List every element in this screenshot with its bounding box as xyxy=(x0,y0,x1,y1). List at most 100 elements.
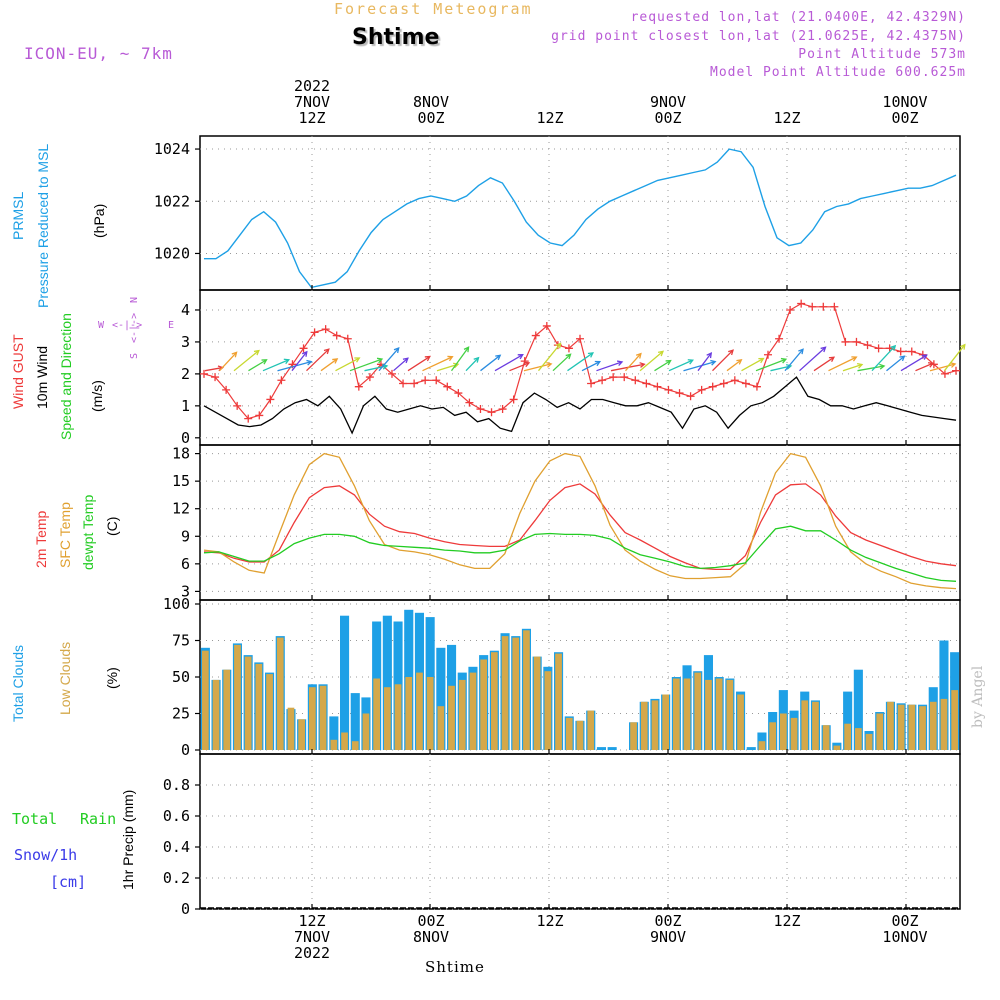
wind-direction-arrow xyxy=(857,365,885,372)
wind-gust-marker xyxy=(487,408,496,417)
wind-direction-arrow xyxy=(654,360,671,372)
wind-direction-arrowhead xyxy=(851,356,858,362)
wind-direction-arrowhead xyxy=(453,362,460,369)
low-cloud-bar xyxy=(287,707,295,750)
wind-gust-marker xyxy=(388,369,396,378)
low-cloud-bar xyxy=(458,679,466,750)
wind-direction-arrowhead xyxy=(517,354,524,360)
wind-direction-arrow xyxy=(537,343,562,372)
wind-gust-marker xyxy=(775,334,784,343)
bottom-axis-date: 9NOV xyxy=(649,928,687,946)
top-axis-label-8nov-00z: 8NOV 00Z xyxy=(391,94,471,126)
bottom-axis-date: 7NOV xyxy=(293,928,331,946)
low-cloud-bar xyxy=(822,725,830,750)
low-cloud-bar xyxy=(501,636,509,750)
low-cloud-bar xyxy=(533,656,541,750)
wind-gust-marker xyxy=(343,334,352,343)
wind-direction-arrow xyxy=(407,355,431,372)
low-cloud-bar xyxy=(491,652,498,750)
chart-title: Forecast Meteogram xyxy=(334,0,533,18)
wind-direction-arrow xyxy=(552,353,571,372)
wind-direction-arrowhead xyxy=(323,348,330,355)
wind-direction-arrow xyxy=(349,358,383,372)
wind-gust-marker xyxy=(620,373,629,382)
wind-gust-marker xyxy=(211,373,220,382)
wind-gust-marker xyxy=(498,405,507,414)
wind-direction-arrowhead xyxy=(565,353,572,360)
clouds-ytick-label: 100 xyxy=(163,595,190,613)
clouds-ytick-label: 50 xyxy=(172,668,190,686)
wind-direction-arrowhead xyxy=(332,358,339,364)
bottom-axis-date: 8NOV xyxy=(412,928,450,946)
wind-gust-marker xyxy=(730,376,739,385)
wind-direction-arrowhead xyxy=(736,359,743,365)
wind-gust-marker xyxy=(952,366,960,375)
wind-gust-marker xyxy=(321,325,330,334)
wind-gust-marker xyxy=(244,414,253,423)
top-axis-date: 10NOV xyxy=(882,93,928,111)
temperature-ytick-label: 18 xyxy=(172,445,190,463)
total-cloud-bar xyxy=(607,747,617,750)
bottom-axis-hour: 00Z xyxy=(891,912,919,930)
wind-direction-arrow xyxy=(784,348,804,372)
top-axis-date: 8NOV xyxy=(412,93,450,111)
wind-gust-marker xyxy=(598,376,607,385)
low-cloud-bar xyxy=(319,685,327,750)
wind-direction-arrow xyxy=(291,351,308,372)
precip-ytick-label: 0 xyxy=(181,900,190,918)
label-snow: Snow/1h xyxy=(14,846,78,864)
total-cloud-bar xyxy=(853,669,863,750)
wind-gust-marker xyxy=(576,334,584,343)
model-name: ICON-EU, ~ 7km xyxy=(24,44,173,63)
wind-gust-marker xyxy=(786,305,795,314)
bottom-axis-hour: 00Z xyxy=(417,912,445,930)
wind-direction-arrow xyxy=(697,352,712,372)
bottom-axis-date: 10NOV xyxy=(882,928,928,946)
wind-direction-arrowhead xyxy=(594,360,602,367)
top-axis-label-10nov-00z: 10NOV 00Z xyxy=(865,94,945,126)
pressure-ytick-label: 1022 xyxy=(154,192,190,210)
wind-direction-arrowhead xyxy=(635,352,642,359)
wind-direction-arrowhead xyxy=(921,354,928,360)
low-cloud-bar xyxy=(694,672,702,750)
place-name: Shtime xyxy=(352,25,440,50)
wind-direction-arrow xyxy=(277,361,312,372)
total-cloud-bar xyxy=(329,716,339,750)
low-cloud-bar xyxy=(523,630,530,750)
low-cloud-bar xyxy=(812,701,819,750)
low-cloud-bar xyxy=(758,741,766,750)
top-axis-label-8nov-12z: 12Z xyxy=(510,110,590,126)
precip-ytick-label: 0.4 xyxy=(163,838,190,856)
wind-direction-arrow xyxy=(915,362,934,372)
low-cloud-bar xyxy=(405,677,413,750)
wind-gust-marker xyxy=(797,299,806,308)
low-cloud-bar xyxy=(940,698,948,750)
low-cloud-bar xyxy=(544,671,552,750)
low-cloud-bar xyxy=(876,713,884,750)
bottom-axis-label-10nov-00z: 00Z 10NOV xyxy=(865,913,945,945)
wind-direction-arrowhead xyxy=(424,355,431,362)
wind-direction-arrow xyxy=(494,354,524,372)
low-cloud-bar xyxy=(887,701,894,750)
top-axis-hour: 00Z xyxy=(417,109,445,127)
wind-direction-arrowhead xyxy=(890,344,897,351)
wind-speed-line xyxy=(203,376,957,435)
wind-direction-arrow xyxy=(828,356,857,372)
wind-gust-marker xyxy=(874,344,883,353)
low-cloud-bar xyxy=(790,717,798,750)
wind-direction-arrow xyxy=(262,359,290,372)
low-cloud-bar xyxy=(384,687,391,750)
wind-direction-arrowhead xyxy=(301,350,308,357)
temperature-ytick-label: 6 xyxy=(181,555,190,573)
wind-direction-arrowhead xyxy=(495,354,502,361)
wind-direction-arrow xyxy=(929,363,956,372)
wind-direction-arrow xyxy=(219,351,238,372)
wind-direction-arrow xyxy=(755,358,787,372)
top-axis-hour: 00Z xyxy=(654,109,682,127)
low-cloud-bar xyxy=(426,677,434,750)
low-cloud-bar xyxy=(298,719,305,750)
model-point-altitude: Model Point Altitude 600.625m xyxy=(710,65,966,80)
low-cloud-bar xyxy=(437,706,445,750)
wind-gust-marker xyxy=(697,385,706,394)
wind-direction-arrowhead xyxy=(354,357,361,363)
